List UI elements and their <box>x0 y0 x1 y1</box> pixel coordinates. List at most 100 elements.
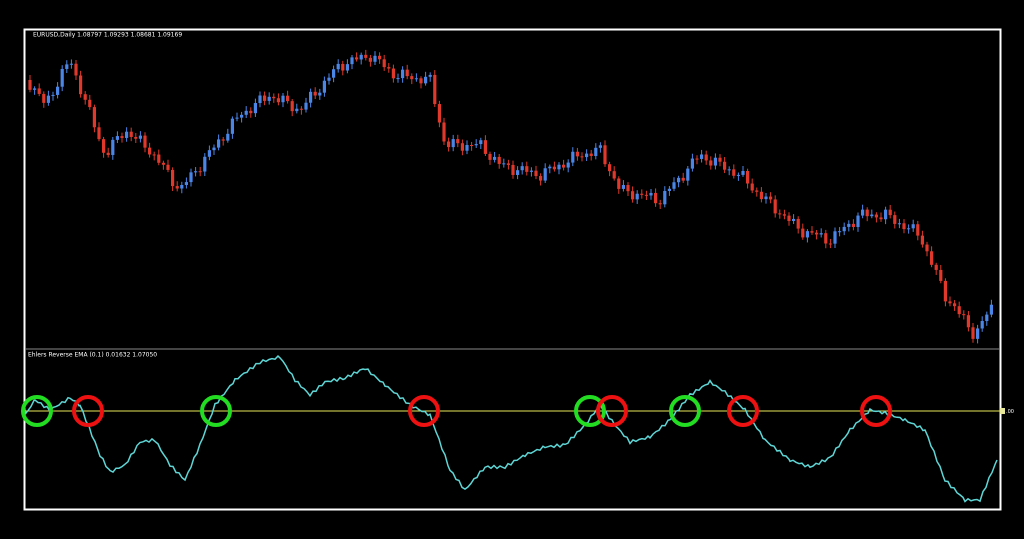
candle-body <box>654 192 658 204</box>
candle-body <box>345 64 349 71</box>
candle-body <box>152 154 156 156</box>
candle-body <box>382 59 386 68</box>
candle-body <box>263 95 267 101</box>
candle-body <box>249 110 253 114</box>
candle-body <box>207 150 211 157</box>
candle-body <box>589 153 593 156</box>
candle-body <box>299 108 303 110</box>
candle-body <box>198 171 202 173</box>
candle-body <box>566 162 570 168</box>
candle-body <box>980 321 984 329</box>
candle-body <box>953 303 957 307</box>
candle-body <box>957 306 961 315</box>
candle-body <box>759 191 763 200</box>
candle-body <box>585 153 589 158</box>
candle-body <box>778 213 782 215</box>
candle-body <box>111 139 115 155</box>
indicator-line <box>24 355 998 503</box>
candle-body <box>552 166 556 170</box>
candle-body <box>681 177 685 181</box>
candle-body <box>396 78 400 80</box>
candle-body <box>304 102 308 110</box>
candle-body <box>815 232 819 235</box>
candle-body <box>562 164 566 168</box>
candle-body <box>911 224 915 229</box>
candle-body <box>106 152 110 155</box>
candle-body <box>884 209 888 220</box>
candle-body <box>805 231 809 238</box>
candle-body <box>861 209 865 216</box>
signal-circle <box>200 395 232 427</box>
candle-body <box>769 196 773 200</box>
candle-body <box>332 69 336 78</box>
candle-body <box>672 182 676 189</box>
candle-body <box>925 244 929 252</box>
candle-body <box>870 214 874 217</box>
candle-body <box>69 63 73 65</box>
candle-body <box>88 99 92 108</box>
candle-body <box>732 169 736 176</box>
candle-body <box>322 80 326 93</box>
candle-body <box>649 192 653 196</box>
candle-body <box>258 95 262 104</box>
candle-body <box>74 63 78 76</box>
candle-body <box>782 214 786 216</box>
candle-body <box>355 57 359 60</box>
candle-body <box>428 74 432 77</box>
signal-circle <box>669 395 701 427</box>
signal-circle <box>21 395 53 427</box>
candle-body <box>60 68 64 87</box>
candle-body <box>874 214 878 218</box>
candle-body <box>704 154 708 161</box>
candle-body <box>290 101 294 112</box>
candle-body <box>373 55 377 62</box>
candle-body <box>617 178 621 189</box>
candle-body <box>755 190 759 192</box>
candle-body <box>612 171 616 179</box>
candle-body <box>727 169 731 171</box>
candle-body <box>700 154 704 159</box>
candle-body <box>148 147 152 155</box>
symbol-label: EURUSD,Daily 1.08797 1.09293 1.08681 1.0… <box>33 32 182 39</box>
candle-body <box>626 185 630 192</box>
candle-body <box>364 54 368 58</box>
candle-body <box>138 135 142 139</box>
candle-body <box>28 80 32 90</box>
candle-body <box>571 151 575 163</box>
candle-body <box>212 147 216 151</box>
candle-body <box>511 164 515 175</box>
candle-body <box>819 233 823 235</box>
candle-body <box>442 122 446 142</box>
candle-body <box>824 233 828 244</box>
candle-body <box>203 156 207 172</box>
candle-body <box>598 145 602 148</box>
candle-body <box>842 226 846 232</box>
candle-body <box>129 131 133 137</box>
candle-body <box>115 136 119 140</box>
candle-body <box>608 164 612 172</box>
candle-body <box>787 215 791 222</box>
candle-body <box>502 163 506 165</box>
signal-circle <box>727 395 759 427</box>
candle-body <box>341 63 345 71</box>
candle-body <box>833 231 837 244</box>
candle-body <box>368 57 372 62</box>
candle-body <box>695 158 699 160</box>
candle-body <box>493 156 497 160</box>
candle-body <box>548 166 552 169</box>
candle-body <box>419 78 423 84</box>
candle-body <box>966 315 970 328</box>
candle-body <box>930 251 934 265</box>
candle-body <box>764 196 768 200</box>
candle-body <box>83 94 87 100</box>
candle-body <box>488 153 492 160</box>
candle-body <box>161 162 165 165</box>
candle-body <box>51 94 55 96</box>
candle-body <box>92 107 96 128</box>
candle-body <box>240 114 244 118</box>
candle-body <box>902 223 906 230</box>
candle-body <box>166 164 170 170</box>
candle-body <box>401 69 405 79</box>
